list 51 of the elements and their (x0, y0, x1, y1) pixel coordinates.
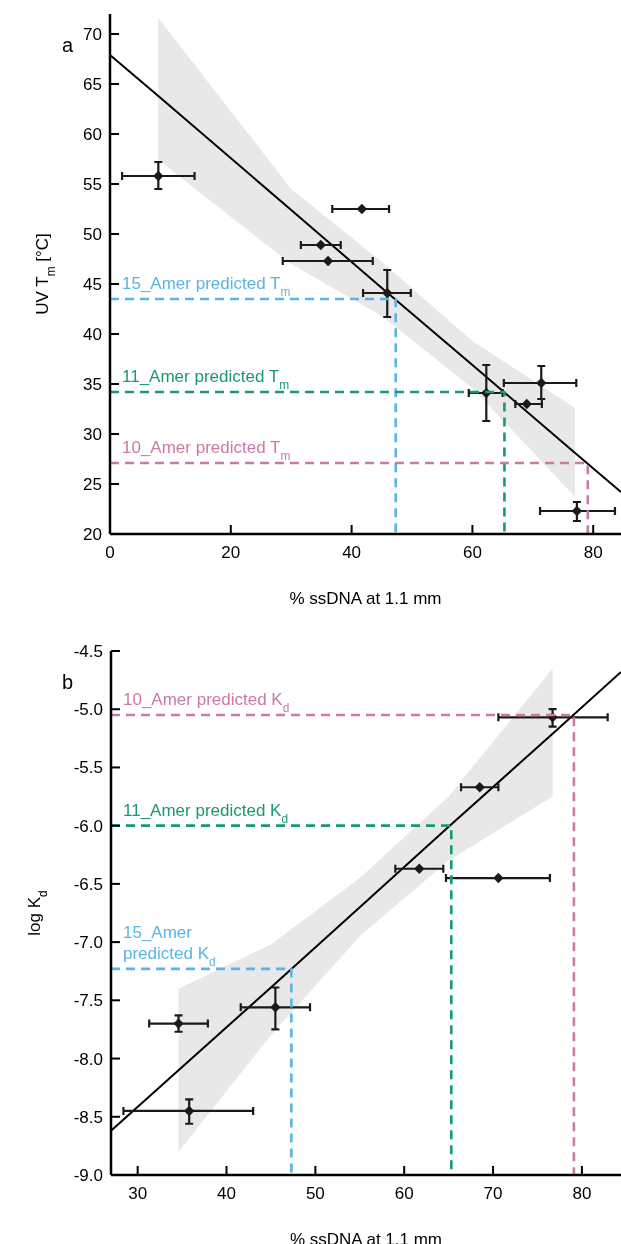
point (474, 782, 485, 793)
x-tick-label: 0 (105, 543, 115, 562)
series-label: 10_Amer predicted T$_{m}$ (122, 438, 291, 463)
x-tick-label: 60 (394, 1184, 414, 1203)
x-tick-label: 70 (483, 1184, 503, 1203)
series-label: 15_Amer predicted K$_{d}$ (123, 922, 216, 969)
x-tick-label: 60 (462, 543, 482, 562)
point (270, 1002, 281, 1013)
x-tick-label: 40 (217, 1184, 236, 1203)
y-tick-label: -7.5 (73, 991, 103, 1011)
x-tick-label: 80 (583, 543, 603, 562)
text: b (62, 671, 74, 693)
point (382, 287, 393, 299)
x-axis-title: % ssDNA at 1.1 mm (289, 589, 442, 608)
y-tick-label: 60 (83, 125, 102, 144)
y-tick-label: 30 (83, 425, 102, 444)
series-label: 11_Amer predicted K$_{d}$ (123, 800, 289, 826)
y-tick-label: -7.0 (73, 933, 103, 953)
y-tick-label: 35 (83, 375, 102, 394)
y-tick-label: -8.5 (73, 1107, 103, 1127)
y-tick-label: -8.0 (73, 1049, 103, 1069)
y-tick-label: 55 (83, 175, 102, 194)
x-tick-label: 30 (128, 1184, 148, 1203)
point (536, 377, 547, 389)
series-label: 11_Amer predicted T$_{m}$ (122, 367, 290, 392)
x-tick-label: 80 (572, 1184, 592, 1203)
x-tick-label: 50 (305, 1184, 325, 1203)
y-tick-label: -6.5 (73, 874, 103, 894)
y-tick-label: -5.0 (73, 700, 103, 720)
series-label: 10_Amer predicted K$_{d}$ (123, 690, 290, 716)
y-tick-label: -9.0 (73, 1166, 103, 1185)
point (521, 398, 532, 410)
y-tick-label: 50 (83, 225, 102, 244)
y-tick-label: -6.0 (73, 816, 103, 836)
y-tick-label: 45 (83, 275, 102, 294)
point (153, 170, 164, 182)
y-tick-label: -5.5 (73, 758, 103, 778)
y-tick-label: 40 (83, 325, 102, 344)
y-tick-label: 25 (83, 475, 102, 494)
text: a (62, 34, 74, 56)
y-tick-label: 65 (83, 75, 102, 94)
x-tick-label: 20 (221, 543, 241, 562)
y-tick-label: 20 (83, 525, 102, 544)
series-label: 15_Amer predicted T$_{m}$ (122, 274, 291, 299)
y-tick-label: 70 (83, 25, 102, 44)
x-tick-label: 40 (342, 543, 362, 562)
point (414, 863, 425, 874)
point (315, 239, 326, 251)
point (173, 1018, 184, 1029)
y-tick-label: -4.5 (73, 642, 103, 661)
point (493, 872, 504, 884)
